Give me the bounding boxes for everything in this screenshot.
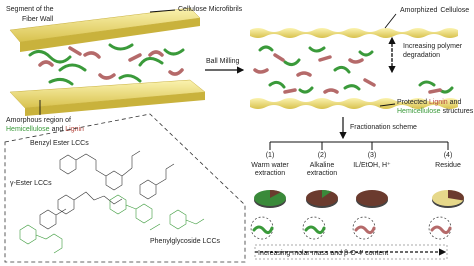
fraction-name: Warm water xyxy=(251,162,289,169)
degradation-line: Increasing polymer xyxy=(403,43,463,50)
hemicellulose-word: Hemicellulose xyxy=(6,126,50,133)
lcc-panel xyxy=(4,113,246,263)
hemicellulose-word: Hemicellulose xyxy=(397,108,441,115)
structures-word: structures xyxy=(443,108,474,115)
amorphized-panel xyxy=(250,28,458,109)
molecules xyxy=(19,150,205,254)
tree-lines xyxy=(269,141,449,150)
pie-wedge xyxy=(322,190,332,198)
fragment xyxy=(304,225,326,235)
lignin-word: Lignin xyxy=(65,126,84,133)
amorphous-label: Amorphous region of Hemicellulose and Ligni… xyxy=(6,117,84,133)
fraction-number: (3) xyxy=(368,152,377,159)
lcc-label: Phenylglycoside LCCs xyxy=(150,238,221,245)
fraction-name: Alkaline xyxy=(310,162,335,169)
trend-label: Increasing molar mass and β-O-4' content xyxy=(258,250,388,257)
amorphized-line: Cellulose xyxy=(440,7,469,14)
fraction-number: (1) xyxy=(266,152,275,159)
fiber-title: Segment of the Fiber Wall xyxy=(6,6,54,23)
lcc-label: γ-Ester LCCs xyxy=(10,180,52,187)
fraction-name: IL/EtOH, H⁺ xyxy=(353,162,391,169)
fraction-number: (4) xyxy=(444,152,453,159)
amorphized-label: Amorphized Cellulose xyxy=(400,7,469,14)
fraction-number: (2) xyxy=(318,152,327,159)
pie xyxy=(356,190,388,206)
protected-label: Protected Lignin and Hemicellulose structure… xyxy=(397,99,474,115)
microfibrils-label: Cellulose Microfibrils xyxy=(178,6,243,13)
lcc-label: Benzyl Ester LCCs xyxy=(30,140,89,147)
amorphized-line: Amorphized xyxy=(400,7,437,14)
protected-word: Protected xyxy=(397,99,427,106)
and-word: and xyxy=(450,99,462,106)
and-word: and xyxy=(52,126,64,133)
fiber-title-line: Segment of the xyxy=(6,6,54,13)
lignin-word: Lignin xyxy=(429,99,448,106)
fiber-wall xyxy=(9,7,206,116)
fraction-name: Residue xyxy=(435,162,461,169)
fragment xyxy=(354,225,376,235)
fragment xyxy=(430,225,452,235)
degradation-line: degradation xyxy=(403,52,440,59)
fractionation-title: Fractionation scheme xyxy=(350,124,417,131)
fiber-title-line: Fiber Wall xyxy=(22,16,54,23)
fraction-name: extraction xyxy=(307,170,337,177)
fragment xyxy=(252,225,274,235)
ball-milling-label: Ball Milling xyxy=(206,58,240,65)
pie-wedge xyxy=(448,190,465,201)
pie-wedge xyxy=(270,190,281,198)
fraction-name: extraction xyxy=(255,170,285,177)
amorphous-line: Amorphous region of xyxy=(6,117,71,124)
degradation-label: Increasing polymer degradation xyxy=(403,43,463,59)
fractions: (1)Warm waterextraction(2)Alkalineextrac… xyxy=(250,152,465,240)
